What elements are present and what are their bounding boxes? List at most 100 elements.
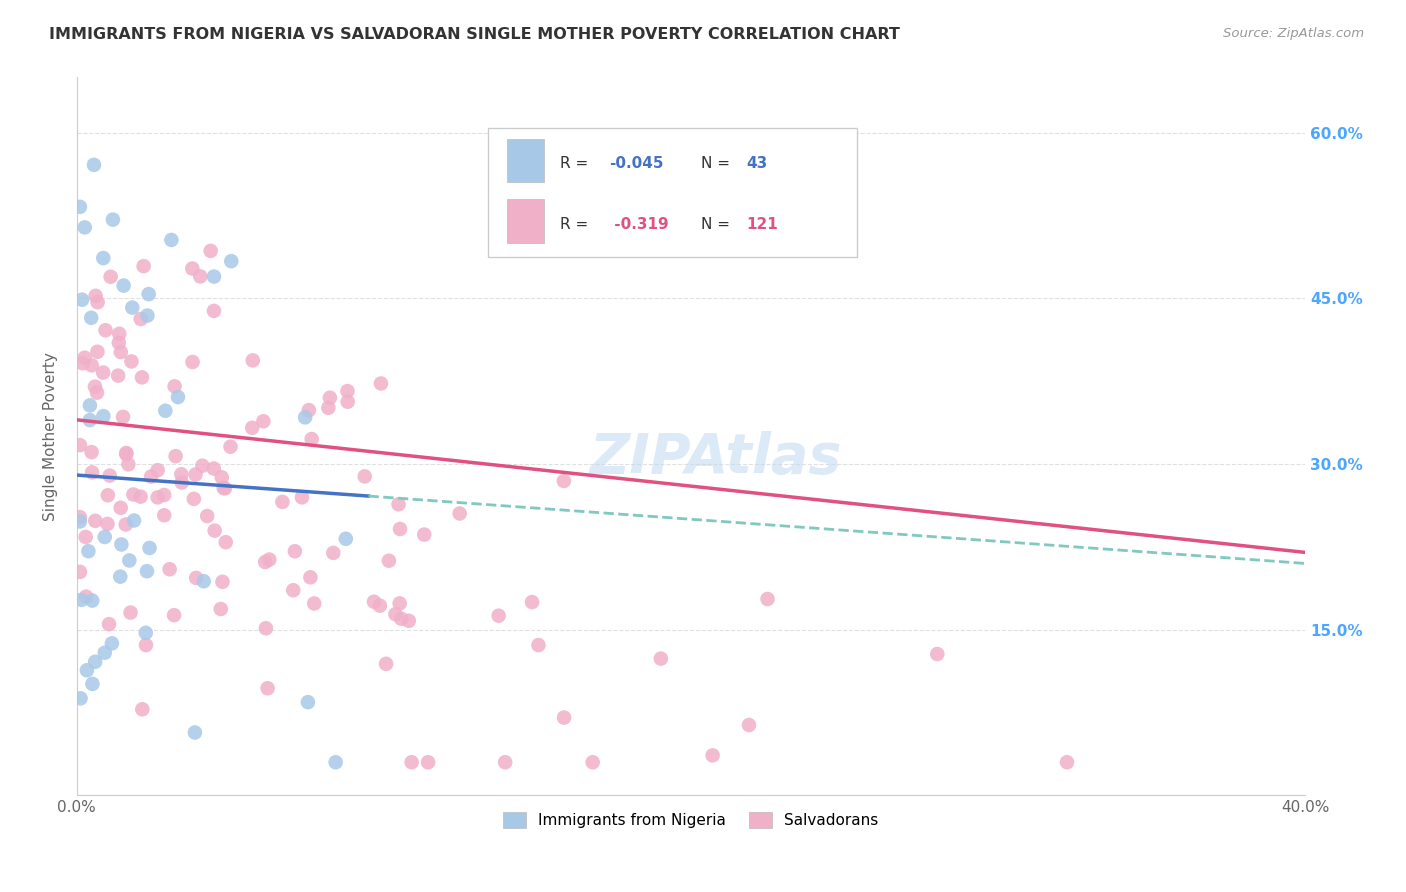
Point — [160, 233, 183, 247]
Point — [69, 691, 91, 706]
Point — [122, 487, 145, 501]
Point — [186, 571, 208, 585]
Point — [84, 289, 107, 303]
Point — [82, 593, 104, 607]
Point — [110, 500, 132, 515]
Point — [132, 259, 155, 273]
Point — [387, 497, 409, 511]
Point — [191, 458, 214, 473]
Point — [181, 355, 204, 369]
Point — [200, 244, 222, 258]
Point — [219, 254, 242, 268]
Point — [73, 220, 96, 235]
Text: N =: N = — [700, 156, 735, 171]
Point — [184, 725, 207, 739]
Point — [336, 384, 359, 398]
Point — [120, 606, 142, 620]
Point — [738, 718, 761, 732]
Point — [146, 491, 169, 505]
Point — [129, 490, 152, 504]
Point — [138, 287, 160, 301]
Point — [163, 608, 186, 623]
Point — [69, 515, 91, 529]
Point — [135, 638, 157, 652]
Point — [211, 470, 233, 484]
Point — [115, 446, 138, 460]
Point — [582, 756, 605, 770]
Text: 121: 121 — [747, 217, 778, 232]
Point — [91, 366, 114, 380]
Point — [80, 466, 103, 480]
Text: N =: N = — [700, 217, 735, 232]
Point — [96, 516, 118, 531]
Point — [135, 625, 157, 640]
Point — [84, 514, 107, 528]
Point — [139, 469, 162, 483]
Point — [108, 326, 131, 341]
Point — [83, 158, 105, 172]
Point — [110, 569, 132, 583]
Point — [212, 481, 235, 495]
Point — [131, 370, 153, 384]
Point — [284, 544, 307, 558]
Point — [136, 309, 159, 323]
Point — [101, 636, 124, 650]
Point — [170, 467, 193, 482]
Point — [165, 449, 187, 463]
Point — [101, 212, 124, 227]
Point — [111, 409, 134, 424]
Point — [553, 710, 575, 724]
Point — [117, 458, 139, 472]
Point — [167, 390, 190, 404]
Point — [73, 351, 96, 365]
Point — [215, 535, 238, 549]
Point — [283, 583, 305, 598]
Point — [202, 461, 225, 475]
Point — [115, 447, 138, 461]
Point — [72, 356, 94, 370]
Point — [494, 756, 516, 770]
Point — [259, 552, 281, 566]
Point — [388, 596, 411, 610]
Point — [242, 353, 264, 368]
Point — [183, 491, 205, 506]
Point — [553, 474, 575, 488]
Point — [370, 376, 392, 391]
Point — [86, 295, 108, 310]
Point — [368, 599, 391, 613]
Point — [204, 524, 226, 538]
Point — [108, 335, 131, 350]
Point — [86, 344, 108, 359]
Point — [153, 508, 176, 523]
Point — [195, 509, 218, 524]
Point — [252, 414, 274, 428]
Point — [294, 410, 316, 425]
Text: -0.319: -0.319 — [609, 217, 668, 232]
Point — [322, 546, 344, 560]
Point — [138, 541, 160, 555]
Point — [69, 438, 91, 452]
Point — [146, 463, 169, 477]
Point — [155, 403, 177, 417]
Point — [211, 574, 233, 589]
Point — [488, 608, 510, 623]
Point — [256, 681, 278, 696]
Point — [413, 527, 436, 541]
Point — [291, 491, 314, 505]
Point — [80, 445, 103, 459]
Point — [301, 432, 323, 446]
Bar — [506, 200, 544, 243]
Point — [389, 612, 412, 626]
Point — [240, 421, 263, 435]
Point — [86, 385, 108, 400]
Point — [122, 514, 145, 528]
Point — [121, 301, 143, 315]
Point — [84, 379, 107, 393]
Point — [82, 677, 104, 691]
Point — [378, 554, 401, 568]
Point — [398, 614, 420, 628]
Point — [702, 748, 724, 763]
Text: Source: ZipAtlas.com: Source: ZipAtlas.com — [1223, 27, 1364, 40]
Point — [299, 570, 322, 584]
Point — [163, 379, 186, 393]
